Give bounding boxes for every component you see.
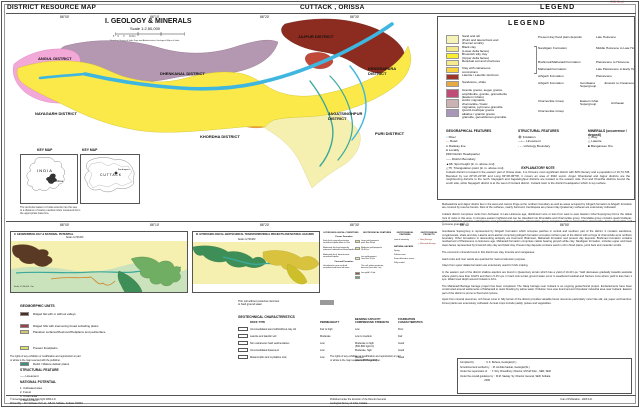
- svg-text:Orissa: Orissa: [56, 180, 64, 183]
- svg-text:C U T T A C K: C U T T A C K: [100, 173, 122, 177]
- svg-text:I N D I A: I N D I A: [37, 168, 52, 173]
- svg-text:Kendrapara: Kendrapara: [118, 168, 130, 171]
